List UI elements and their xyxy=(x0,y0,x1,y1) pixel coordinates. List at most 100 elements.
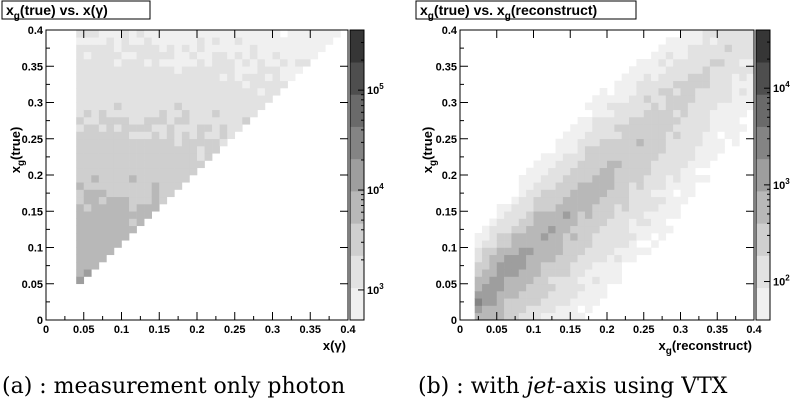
heatmap-cell xyxy=(197,88,205,96)
heatmap-cell xyxy=(540,298,549,306)
heatmap-cell xyxy=(98,131,107,140)
heatmap-cell xyxy=(113,175,122,183)
heatmap-cell xyxy=(136,218,145,227)
heatmap-cell xyxy=(584,291,593,299)
heatmap-cell xyxy=(577,283,586,292)
heatmap-cell xyxy=(629,175,637,183)
heatmap-cell xyxy=(540,247,549,256)
panel-a-title-box xyxy=(1,0,151,20)
heatmap-cell xyxy=(599,196,608,205)
heatmap-cell xyxy=(129,124,137,132)
heatmap-cell xyxy=(548,269,556,277)
heatmap-cell xyxy=(651,59,659,67)
heatmap-cell xyxy=(562,240,571,248)
x-tick-label: 0.25 xyxy=(633,324,654,336)
heatmap-cell xyxy=(717,109,725,118)
heatmap-cell xyxy=(570,189,578,198)
heatmap-cell xyxy=(540,291,549,299)
heatmap-cell xyxy=(570,146,578,154)
heatmap-cell xyxy=(614,102,622,111)
heatmap-cell xyxy=(144,160,152,169)
heatmap-cell xyxy=(129,218,137,227)
heatmap-cell xyxy=(489,276,498,285)
heatmap-cell xyxy=(91,117,100,125)
heatmap-cell xyxy=(83,175,92,183)
heatmap-cell xyxy=(144,73,152,82)
heatmap-cell xyxy=(555,204,564,212)
heatmap-cell xyxy=(264,88,273,96)
heatmap-cell xyxy=(166,146,175,154)
heatmap-cell xyxy=(129,225,137,234)
heatmap-cell xyxy=(219,131,228,140)
heatmap-cell xyxy=(181,88,190,96)
heatmap-cell xyxy=(496,225,505,234)
heatmap-cell xyxy=(106,59,115,67)
heatmap-cell xyxy=(204,80,213,89)
heatmap-cell xyxy=(548,167,556,176)
heatmap-cell xyxy=(129,80,137,89)
heatmap-cell xyxy=(592,189,600,198)
heatmap-cell xyxy=(651,204,659,212)
heatmap-cell xyxy=(673,95,681,103)
heatmap-cell xyxy=(159,138,168,147)
heatmap-cell xyxy=(219,51,228,60)
heatmap-cell xyxy=(577,269,586,277)
heatmap-cell xyxy=(607,117,615,125)
heatmap-cell xyxy=(511,233,520,241)
panel-a-heatmap xyxy=(76,30,341,285)
heatmap-cell xyxy=(98,109,107,118)
heatmap-cell xyxy=(83,30,92,38)
heatmap-cell xyxy=(83,44,92,53)
heatmap-cell xyxy=(562,247,571,256)
heatmap-cell xyxy=(555,233,564,241)
panel-a-xlabel: x(γ) xyxy=(323,338,346,353)
heatmap-cell xyxy=(518,225,527,234)
heatmap-cell xyxy=(113,146,122,154)
heatmap-cell xyxy=(540,262,549,270)
colorbar-label: 105 xyxy=(367,82,384,97)
heatmap-cell xyxy=(621,138,630,147)
heatmap-cell xyxy=(658,95,667,103)
heatmap-cell xyxy=(98,160,107,169)
heatmap-cell xyxy=(496,312,505,321)
heatmap-cell xyxy=(98,88,107,96)
heatmap-cell xyxy=(548,254,556,263)
heatmap-cell xyxy=(673,182,681,190)
heatmap-cell xyxy=(695,51,703,60)
heatmap-cell xyxy=(136,146,145,154)
heatmap-cell xyxy=(317,30,326,38)
heatmap-cell xyxy=(658,182,667,190)
heatmap-cell xyxy=(106,138,115,147)
heatmap-cell xyxy=(599,117,608,125)
heatmap-cell xyxy=(695,44,703,53)
heatmap-cell xyxy=(614,153,622,161)
heatmap-cell xyxy=(129,196,137,205)
heatmap-cell xyxy=(540,175,549,183)
heatmap-cell xyxy=(174,102,183,111)
heatmap-cell xyxy=(687,175,696,183)
heatmap-cell xyxy=(166,175,175,183)
heatmap-cell xyxy=(570,240,578,248)
heatmap-cell xyxy=(91,51,100,60)
heatmap-cell xyxy=(121,131,130,140)
heatmap-cell xyxy=(724,102,733,111)
heatmap-cell xyxy=(76,66,85,74)
heatmap-cell xyxy=(709,124,718,132)
heatmap-cell xyxy=(219,80,228,89)
heatmap-cell xyxy=(540,276,549,285)
heatmap-cell xyxy=(98,196,107,205)
heatmap-cell xyxy=(511,298,520,306)
heatmap-cell xyxy=(496,262,505,270)
heatmap-cell xyxy=(302,51,311,60)
heatmap-cell xyxy=(702,73,711,82)
heatmap-cell xyxy=(629,189,637,198)
heatmap-cell xyxy=(212,80,220,89)
heatmap-cell xyxy=(687,167,696,176)
heatmap-cell xyxy=(219,37,228,45)
heatmap-cell xyxy=(189,117,198,125)
panel-a-colorbar-frame xyxy=(349,29,365,321)
heatmap-cell xyxy=(665,51,674,60)
heatmap-cell xyxy=(234,51,243,60)
heatmap-cell xyxy=(673,146,681,154)
heatmap-cell xyxy=(174,138,183,147)
